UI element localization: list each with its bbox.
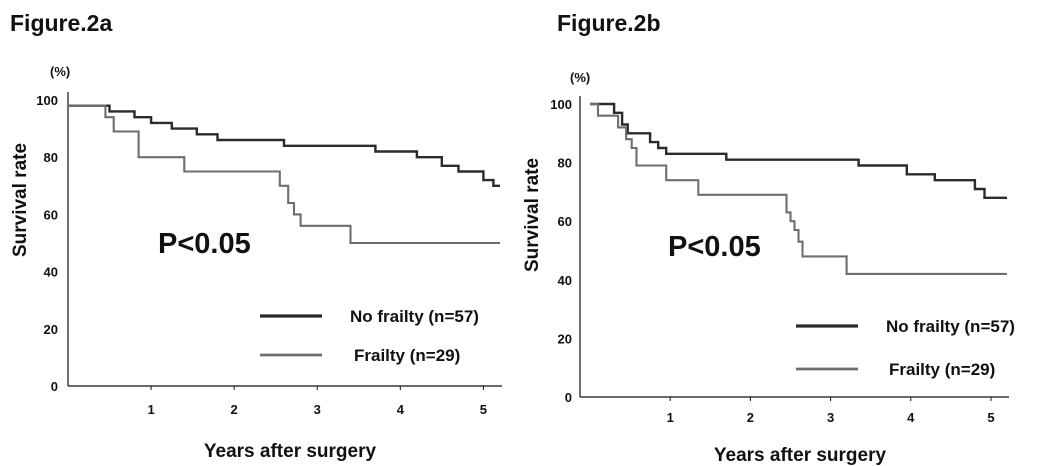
panel-figure-2b: Figure.2b (%) Survival rate Years after … (522, 10, 1015, 466)
series-layer (68, 104, 500, 245)
x-tick-label: 5 (987, 410, 994, 425)
y-tick-label: 100 (550, 97, 572, 112)
series-layer (590, 102, 1007, 275)
x-tick-label: 3 (827, 410, 834, 425)
y-tick-label: 20 (558, 331, 572, 346)
y-tick-label: 40 (44, 265, 58, 280)
axes: 0 20 40 60 80 100 1 2 3 4 5 (550, 96, 1009, 425)
series-line-frailty (68, 104, 500, 245)
x-tick-label: 4 (397, 402, 405, 417)
p-value-annotation: P<0.05 (158, 228, 251, 260)
y-tick-label: 0 (51, 379, 58, 394)
legend-label-frailty: Frailty (n=29) (354, 346, 460, 365)
series-line-no-frailty (68, 104, 500, 187)
x-tick-label: 3 (314, 402, 321, 417)
x-tick-label: 1 (147, 402, 154, 417)
x-tick-label: 1 (667, 410, 674, 425)
chart-title: Figure.2b (557, 10, 661, 36)
legend-label-no-frailty: No frailty (n=57) (350, 307, 479, 326)
x-tick-label: 2 (231, 402, 238, 417)
y-tick-label: 100 (36, 93, 58, 108)
series-line-no-frailty (590, 102, 1007, 199)
series-line-frailty (590, 102, 1007, 275)
y-tick-label: 80 (44, 150, 58, 165)
y-tick-label: 0 (565, 390, 572, 405)
legend-label-frailty: Frailty (n=29) (889, 360, 995, 379)
legend: No frailty (n=57) Frailty (n=29) (260, 307, 479, 365)
legend-label-no-frailty: No frailty (n=57) (886, 317, 1015, 336)
x-tick-label: 2 (747, 410, 754, 425)
y-tick-label: 60 (558, 214, 572, 229)
legend: No frailty (n=57) Frailty (n=29) (796, 317, 1015, 379)
chart-title: Figure.2a (10, 10, 112, 36)
x-axis-label: Years after surgery (714, 445, 887, 466)
x-tick-label: 5 (480, 402, 487, 417)
x-tick-label: 4 (907, 410, 915, 425)
panel-figure-2a: Figure.2a (%) Survival rate Years after … (10, 10, 502, 462)
y-axis-label: Survival rate (10, 143, 31, 257)
y-unit-label: (%) (50, 64, 70, 79)
y-tick-label: 40 (558, 273, 572, 288)
y-axis-label: Survival rate (522, 158, 543, 272)
y-unit-label: (%) (570, 70, 590, 85)
p-value-annotation: P<0.05 (668, 231, 761, 263)
y-tick-label: 60 (44, 207, 58, 222)
x-axis-label: Years after surgery (204, 441, 377, 462)
y-tick-label: 80 (558, 156, 572, 171)
y-tick-label: 20 (44, 322, 58, 337)
axes: 0 20 40 60 80 100 1 2 3 4 5 (36, 92, 502, 417)
